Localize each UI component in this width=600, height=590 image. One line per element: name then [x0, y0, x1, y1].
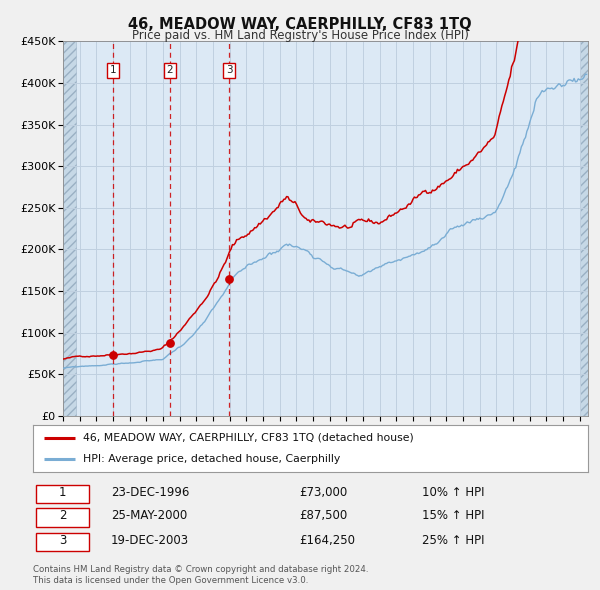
Text: This data is licensed under the Open Government Licence v3.0.: This data is licensed under the Open Gov…	[33, 576, 308, 585]
Point	[165, 339, 175, 348]
Text: Price paid vs. HM Land Registry's House Price Index (HPI): Price paid vs. HM Land Registry's House …	[131, 30, 469, 42]
Text: £164,250: £164,250	[299, 534, 355, 547]
FancyBboxPatch shape	[36, 533, 89, 552]
Text: 19-DEC-2003: 19-DEC-2003	[111, 534, 189, 547]
FancyBboxPatch shape	[36, 484, 89, 503]
Text: 2: 2	[59, 509, 66, 522]
Text: 25% ↑ HPI: 25% ↑ HPI	[421, 534, 484, 547]
Text: 23-DEC-1996: 23-DEC-1996	[111, 486, 189, 499]
Text: 46, MEADOW WAY, CAERPHILLY, CF83 1TQ (detached house): 46, MEADOW WAY, CAERPHILLY, CF83 1TQ (de…	[83, 432, 414, 442]
Text: 25-MAY-2000: 25-MAY-2000	[111, 509, 187, 522]
Text: 1: 1	[109, 65, 116, 76]
Text: 3: 3	[226, 65, 232, 76]
Text: £87,500: £87,500	[299, 509, 347, 522]
Text: Contains HM Land Registry data © Crown copyright and database right 2024.: Contains HM Land Registry data © Crown c…	[33, 565, 368, 574]
Text: 3: 3	[59, 534, 66, 547]
Text: £73,000: £73,000	[299, 486, 347, 499]
Text: 15% ↑ HPI: 15% ↑ HPI	[421, 509, 484, 522]
Text: 2: 2	[166, 65, 173, 76]
FancyBboxPatch shape	[36, 508, 89, 526]
Text: HPI: Average price, detached house, Caerphilly: HPI: Average price, detached house, Caer…	[83, 454, 340, 464]
Point	[108, 350, 118, 360]
Text: 10% ↑ HPI: 10% ↑ HPI	[421, 486, 484, 499]
Text: 46, MEADOW WAY, CAERPHILLY, CF83 1TQ: 46, MEADOW WAY, CAERPHILLY, CF83 1TQ	[128, 17, 472, 31]
Point	[224, 274, 234, 284]
Text: 1: 1	[59, 486, 66, 499]
